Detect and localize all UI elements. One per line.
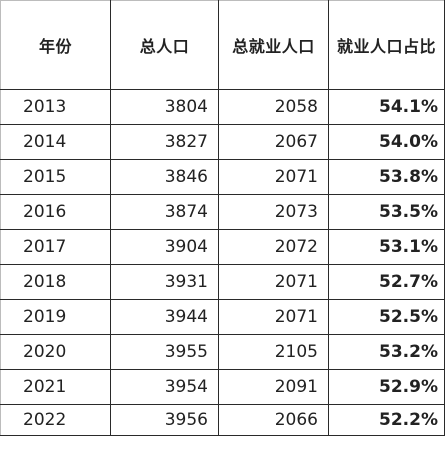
cell-total-population: 3846 — [111, 160, 219, 195]
cell-employment-ratio: 54.0% — [329, 125, 445, 160]
cell-total-employment: 2071 — [219, 300, 329, 335]
cell-year: 2018 — [1, 265, 111, 300]
cell-year: 2017 — [1, 230, 111, 265]
cell-employment-ratio: 54.1% — [329, 90, 445, 125]
cell-total-population: 3954 — [111, 370, 219, 405]
table-header: 年份 总人口 总就业人口 就业人口占比 — [1, 1, 445, 90]
table-row: 2015 3846 2071 53.8% — [1, 160, 445, 195]
table-row: 2018 3931 2071 52.7% — [1, 265, 445, 300]
header-employment-ratio: 就业人口占比 — [329, 1, 445, 90]
cell-employment-ratio: 53.8% — [329, 160, 445, 195]
table-row: 2019 3944 2071 52.5% — [1, 300, 445, 335]
cell-total-employment: 2073 — [219, 195, 329, 230]
cell-total-employment: 2072 — [219, 230, 329, 265]
cell-total-population: 3931 — [111, 265, 219, 300]
table-row: 2021 3954 2091 52.9% — [1, 370, 445, 405]
population-employment-table: 年份 总人口 总就业人口 就业人口占比 2013 3804 2058 54.1%… — [0, 0, 445, 436]
cell-year: 2013 — [1, 90, 111, 125]
table-row: 2017 3904 2072 53.1% — [1, 230, 445, 265]
cell-year: 2022 — [1, 405, 111, 436]
cell-employment-ratio: 52.9% — [329, 370, 445, 405]
cell-total-population: 3956 — [111, 405, 219, 436]
cell-total-employment: 2071 — [219, 265, 329, 300]
cell-employment-ratio: 52.7% — [329, 265, 445, 300]
table-row: 2016 3874 2073 53.5% — [1, 195, 445, 230]
table-row: 2014 3827 2067 54.0% — [1, 125, 445, 160]
cell-year: 2016 — [1, 195, 111, 230]
table-body: 2013 3804 2058 54.1% 2014 3827 2067 54.0… — [1, 90, 445, 436]
cell-total-employment: 2058 — [219, 90, 329, 125]
header-row: 年份 总人口 总就业人口 就业人口占比 — [1, 1, 445, 90]
cell-year: 2021 — [1, 370, 111, 405]
cell-employment-ratio: 53.2% — [329, 335, 445, 370]
cell-total-population: 3804 — [111, 90, 219, 125]
header-total-employment: 总就业人口 — [219, 1, 329, 90]
cell-total-population: 3955 — [111, 335, 219, 370]
header-year: 年份 — [1, 1, 111, 90]
cell-total-population: 3827 — [111, 125, 219, 160]
cell-total-employment: 2067 — [219, 125, 329, 160]
cell-total-population: 3904 — [111, 230, 219, 265]
cell-total-employment: 2105 — [219, 335, 329, 370]
cell-total-employment: 2091 — [219, 370, 329, 405]
cell-total-employment: 2066 — [219, 405, 329, 436]
cell-total-population: 3944 — [111, 300, 219, 335]
cell-employment-ratio: 53.1% — [329, 230, 445, 265]
cell-year: 2019 — [1, 300, 111, 335]
header-total-population: 总人口 — [111, 1, 219, 90]
table-row: 2022 3956 2066 52.2% — [1, 405, 445, 436]
cell-employment-ratio: 52.5% — [329, 300, 445, 335]
cell-employment-ratio: 53.5% — [329, 195, 445, 230]
cell-year: 2015 — [1, 160, 111, 195]
cell-year: 2020 — [1, 335, 111, 370]
cell-year: 2014 — [1, 125, 111, 160]
table-row: 2020 3955 2105 53.2% — [1, 335, 445, 370]
cell-total-employment: 2071 — [219, 160, 329, 195]
cell-total-population: 3874 — [111, 195, 219, 230]
table-row: 2013 3804 2058 54.1% — [1, 90, 445, 125]
cell-employment-ratio: 52.2% — [329, 405, 445, 436]
